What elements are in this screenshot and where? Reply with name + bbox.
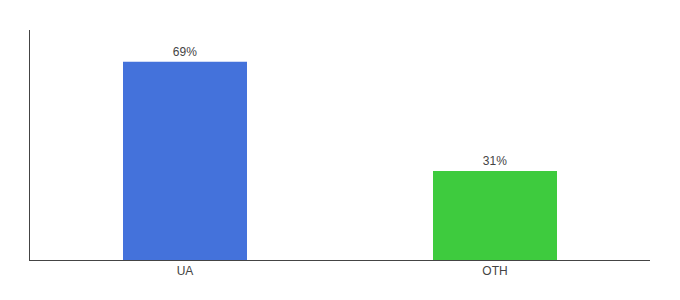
svg-text:69%: 69%	[173, 45, 197, 59]
svg-text:31%: 31%	[483, 154, 507, 168]
svg-text:OTH: OTH	[482, 264, 507, 278]
svg-text:UA: UA	[177, 264, 194, 278]
